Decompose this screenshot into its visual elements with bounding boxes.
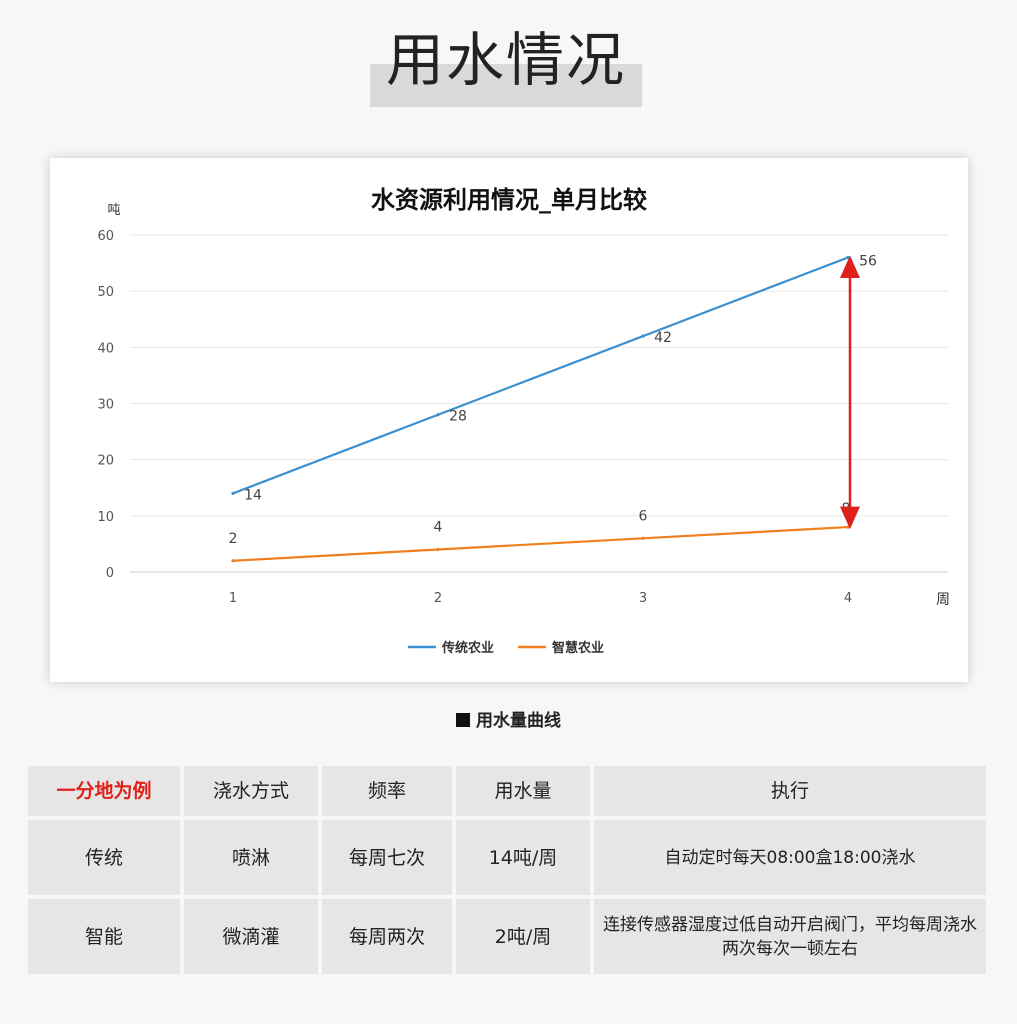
table-cell: 2吨/周	[456, 899, 590, 974]
table-row: 智能 微滴灌 每周两次 2吨/周 连接传感器湿度过低自动开启阀门，平均每周浇水两…	[28, 899, 986, 974]
table-header-cell: 一分地为例	[28, 766, 180, 816]
comparison-table: 一分地为例 浇水方式 频率 用水量 执行 传统 喷淋 每周七次 14吨/周 自动…	[24, 762, 990, 978]
data-label: 14	[244, 487, 262, 503]
table-header-cell: 频率	[322, 766, 452, 816]
table-header-cell: 执行	[594, 766, 986, 816]
x-tick-label: 1	[229, 591, 237, 606]
data-point	[846, 255, 850, 260]
table-header-cell: 用水量	[456, 766, 590, 816]
table-header-cell: 浇水方式	[184, 766, 318, 816]
data-label: 56	[859, 253, 877, 269]
table-cell: 自动定时每天08:00盒18:00浇水	[594, 820, 986, 895]
data-label: 28	[449, 409, 467, 425]
page-title: 用水情况	[385, 26, 626, 94]
table-cell: 14吨/周	[456, 820, 590, 895]
x-tick-label: 4	[844, 591, 852, 606]
y-tick-label: 10	[97, 510, 114, 525]
data-point	[231, 559, 235, 563]
data-point	[436, 413, 440, 417]
series-line-2	[232, 525, 849, 562]
y-axis-label: 吨	[107, 203, 120, 218]
chart-card: 水资源利用情况_单月比较吨 0 10 20 30 40 50 60 1 2 3 4 周 14 28 42 56 2…	[50, 158, 968, 682]
data-label: 2	[229, 531, 238, 547]
data-point	[641, 536, 645, 540]
y-tick-label: 60	[97, 229, 114, 244]
table-cell: 传统	[28, 820, 180, 895]
y-tick-label: 20	[97, 454, 114, 469]
y-tick-label: 50	[97, 285, 114, 300]
data-point	[436, 547, 440, 552]
y-tick-label: 40	[97, 341, 114, 356]
x-tick-label: 2	[434, 591, 442, 606]
table-row: 传统 喷淋 每周七次 14吨/周 自动定时每天08:00盒18:00浇水	[28, 820, 986, 895]
data-label: 42	[654, 330, 672, 346]
legend-label: 智慧农业	[552, 640, 604, 656]
x-axis-label: 周	[936, 592, 950, 608]
y-tick-label: 30	[97, 398, 114, 413]
chart-caption: 用水量曲线	[0, 706, 1017, 731]
table-cell: 喷淋	[184, 820, 318, 895]
chart-title: 水资源利用情况_单月比较	[371, 186, 647, 214]
x-tick-label: 3	[639, 591, 647, 606]
data-point	[846, 525, 850, 529]
table-cell: 智能	[28, 899, 180, 974]
page-title-block: 用水情况	[370, 20, 642, 108]
data-point	[641, 334, 645, 338]
legend-label: 传统农业	[441, 640, 494, 656]
square-bullet-icon	[456, 713, 470, 727]
table-cell: 每周七次	[322, 820, 452, 895]
table-cell: 连接传感器湿度过低自动开启阀门，平均每周浇水两次每次一顿左右	[594, 899, 986, 974]
table-cell: 每周两次	[322, 899, 452, 974]
data-label: 4	[434, 520, 443, 536]
table-cell: 微滴灌	[184, 899, 318, 974]
data-label: 6	[639, 508, 648, 524]
y-tick-label: 0	[106, 566, 114, 581]
chart-caption-text: 用水量曲线	[476, 711, 561, 731]
data-point	[231, 491, 235, 495]
table-header-row: 一分地为例 浇水方式 频率 用水量 执行	[28, 766, 986, 816]
series-line-1	[232, 256, 849, 495]
title-underline-bar	[370, 64, 642, 107]
